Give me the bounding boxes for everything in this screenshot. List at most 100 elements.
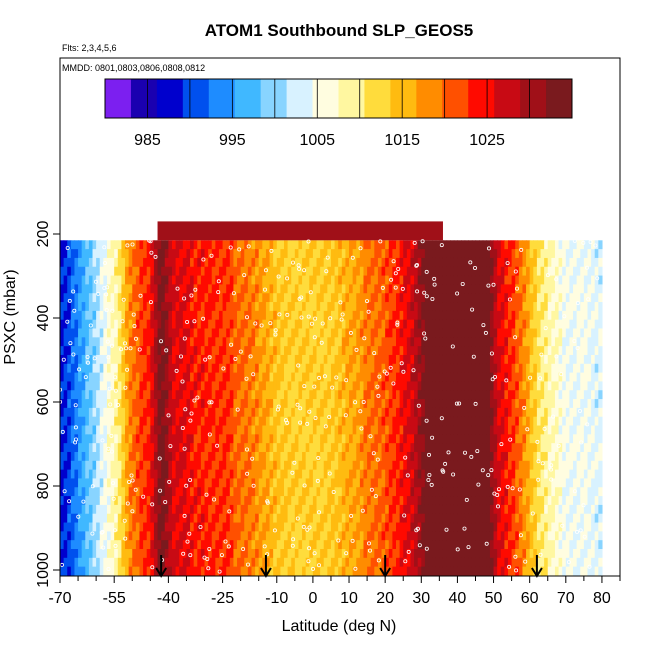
heatmap-cell bbox=[70, 240, 76, 250]
heatmap-cell bbox=[388, 319, 393, 330]
heatmap-cell bbox=[143, 513, 148, 524]
heatmap-cell bbox=[233, 399, 238, 409]
heatmap-cell bbox=[200, 469, 206, 480]
heatmap-cell bbox=[330, 443, 336, 453]
heatmap-cell bbox=[424, 407, 430, 418]
heatmap-cell bbox=[265, 531, 271, 541]
heatmap-cell bbox=[211, 487, 216, 497]
heatmap-cell bbox=[280, 275, 285, 285]
heatmap-cell bbox=[197, 337, 202, 347]
heatmap-cell bbox=[334, 425, 339, 435]
heatmap-cell bbox=[85, 425, 90, 435]
heatmap-cell bbox=[132, 531, 137, 541]
heatmap-cell bbox=[377, 513, 383, 524]
heatmap-cell bbox=[110, 522, 115, 532]
heatmap-cell bbox=[229, 487, 235, 497]
heatmap-cell bbox=[424, 504, 430, 515]
heatmap-cell bbox=[316, 372, 321, 383]
heatmap-cell bbox=[518, 531, 524, 541]
heatmap-cell bbox=[396, 522, 401, 532]
heatmap-cell bbox=[287, 240, 292, 250]
heatmap-cell bbox=[153, 372, 159, 383]
heatmap-cell bbox=[262, 451, 267, 462]
heatmap-cell bbox=[96, 443, 101, 453]
heatmap-cell bbox=[370, 434, 375, 444]
heatmap-cell bbox=[74, 540, 79, 550]
heatmap-cell bbox=[96, 249, 101, 259]
heatmap-cell bbox=[450, 372, 455, 383]
heatmap-cell bbox=[81, 496, 86, 506]
heatmap-cell bbox=[345, 540, 350, 550]
heatmap-cell bbox=[529, 478, 534, 488]
heatmap-cell bbox=[117, 328, 123, 338]
heatmap-cell bbox=[403, 487, 408, 497]
heatmap-cell bbox=[309, 531, 314, 541]
heatmap-cell bbox=[439, 504, 444, 515]
heatmap-cell bbox=[190, 451, 195, 462]
heatmap-cell bbox=[457, 328, 462, 338]
heatmap-cell bbox=[298, 425, 303, 435]
heatmap-cell bbox=[504, 425, 509, 435]
heatmap-cell bbox=[99, 363, 104, 374]
heatmap-cell bbox=[135, 381, 141, 391]
heatmap-cell bbox=[88, 302, 94, 312]
heatmap-cell bbox=[265, 310, 271, 321]
heatmap-cell bbox=[489, 293, 495, 303]
heatmap-cell bbox=[161, 319, 166, 330]
heatmap-cell bbox=[157, 381, 162, 391]
heatmap-cell bbox=[186, 266, 191, 277]
heatmap-cell bbox=[529, 240, 534, 250]
heatmap-cell bbox=[128, 460, 133, 471]
heatmap-cell bbox=[88, 363, 94, 374]
heatmap-cell bbox=[367, 390, 372, 400]
heatmap-cell bbox=[486, 478, 491, 488]
heatmap-cell bbox=[244, 381, 249, 391]
heatmap-cell bbox=[381, 407, 386, 418]
heatmap-cell bbox=[414, 346, 419, 356]
heatmap-cell bbox=[500, 531, 505, 541]
heatmap-cell bbox=[323, 257, 328, 268]
heatmap-cell bbox=[508, 549, 513, 559]
heatmap-cell bbox=[533, 381, 538, 391]
heatmap-cell bbox=[193, 566, 198, 577]
heatmap-cell bbox=[417, 302, 422, 312]
heatmap-cell bbox=[381, 240, 386, 250]
heatmap-cell bbox=[244, 266, 249, 277]
heatmap-cell bbox=[424, 328, 430, 338]
heatmap-cell bbox=[197, 513, 202, 524]
heatmap-cell bbox=[215, 319, 220, 330]
heatmap-cell bbox=[497, 443, 502, 453]
heatmap-cell bbox=[262, 425, 267, 435]
heatmap-cell bbox=[70, 346, 76, 356]
heatmap-cell bbox=[78, 249, 83, 259]
heatmap-cell bbox=[410, 399, 415, 409]
heatmap-cell bbox=[341, 293, 347, 303]
heatmap-cell bbox=[522, 240, 527, 250]
heatmap-cell bbox=[182, 266, 188, 277]
heatmap-cell bbox=[522, 319, 527, 330]
heatmap-cell bbox=[359, 566, 365, 577]
heatmap-cell bbox=[229, 416, 235, 427]
heatmap-cell bbox=[399, 460, 404, 471]
heatmap-cell bbox=[125, 399, 130, 409]
heatmap-cell bbox=[200, 390, 206, 400]
heatmap-cell bbox=[117, 407, 123, 418]
heatmap-cell bbox=[121, 381, 126, 391]
heatmap-cell bbox=[330, 266, 336, 277]
heatmap-cell bbox=[356, 504, 361, 515]
heatmap-cell bbox=[439, 328, 444, 338]
heatmap-cell bbox=[269, 363, 274, 374]
heatmap-cell bbox=[218, 557, 224, 568]
heatmap-cell bbox=[515, 496, 520, 506]
heatmap-cell bbox=[273, 531, 278, 541]
heatmap-cell bbox=[312, 354, 318, 365]
heatmap-cell bbox=[482, 531, 487, 541]
heatmap-cell bbox=[359, 513, 365, 524]
heatmap-cell bbox=[500, 478, 505, 488]
heatmap-cell bbox=[345, 469, 350, 480]
heatmap-cell bbox=[96, 504, 101, 515]
heatmap-cell bbox=[385, 478, 390, 488]
heatmap-cell bbox=[471, 425, 477, 435]
heatmap-cell bbox=[428, 540, 433, 550]
heatmap-cell bbox=[157, 566, 162, 577]
